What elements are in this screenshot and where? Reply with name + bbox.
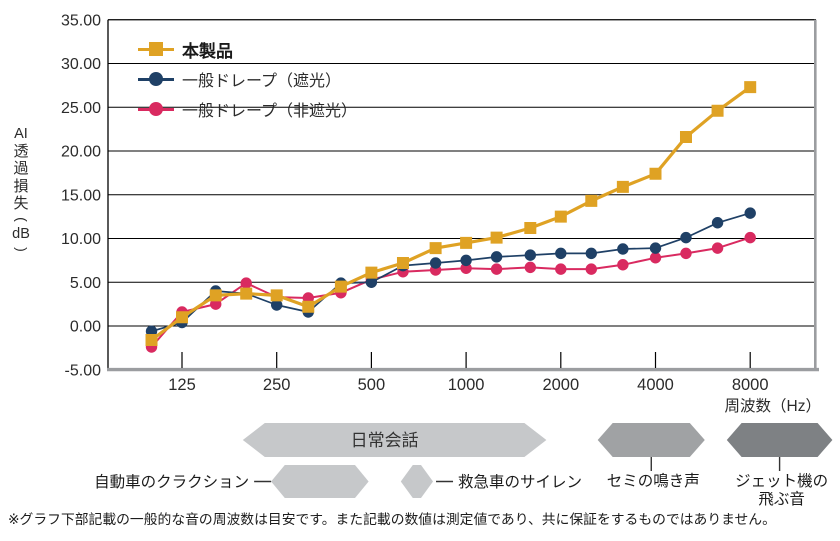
y-tick-label: 5.00	[70, 275, 101, 292]
series-line	[151, 212, 751, 333]
legend: 本製品 一般ドレープ（遮光） 一般ドレープ（非遮光）	[138, 34, 357, 124]
y-axis-label: AI 透過損失 ( dB)	[4, 126, 38, 257]
y-axis-unit-paren-close: )	[13, 247, 30, 252]
sound-band-label: 日常会話	[351, 431, 419, 450]
legend-label: 一般ドレープ（遮光）	[182, 73, 342, 90]
data-point-marker	[679, 131, 692, 143]
data-point-marker	[524, 249, 537, 261]
data-point-marker	[176, 311, 188, 324]
y-tick-label: 10.00	[61, 231, 101, 248]
disclaimer-footnote: ※グラフ下部記載の一般的な音の周波数は目安です。また記載の数値は測定値であり、共…	[8, 512, 776, 527]
data-point-marker	[744, 81, 757, 94]
sound-band-hexagon	[597, 423, 705, 457]
y-tick-label: -5.00	[65, 362, 102, 379]
y-tick-label: 35.00	[61, 12, 101, 29]
x-tick-label: 4000	[637, 376, 674, 394]
data-point-marker	[270, 289, 283, 302]
sound-band-hexagon	[271, 465, 369, 498]
y-axis-label-char: 透	[13, 142, 29, 160]
data-point-marker	[616, 180, 629, 193]
data-point-marker	[711, 104, 724, 117]
series-line	[150, 85, 752, 342]
data-point-marker	[617, 243, 629, 255]
y-tick-label: 30.00	[61, 56, 101, 73]
x-tick-label: 2000	[542, 376, 579, 394]
y-axis-unit: dB	[12, 226, 30, 243]
data-point-marker	[524, 261, 537, 274]
data-point-marker	[365, 266, 378, 279]
data-point-marker	[429, 242, 442, 255]
data-point-marker	[145, 334, 158, 346]
y-axis-label-char: 失	[13, 194, 29, 212]
data-point-marker	[555, 247, 567, 260]
x-tick-label: 8000	[732, 376, 769, 394]
legend-item-drape-nonblackout: 一般ドレープ（非遮光）	[138, 94, 357, 124]
data-point-marker	[396, 257, 409, 269]
data-point-marker	[554, 210, 567, 223]
x-tick-label: 125	[168, 376, 196, 394]
legend-marker-circle-icon	[138, 71, 174, 87]
legend-marker-square-icon	[138, 41, 174, 57]
x-tick-label: 250	[263, 376, 291, 394]
data-point-marker	[271, 299, 283, 311]
sound-band-label: ジェット機の	[735, 472, 828, 490]
data-point-marker	[490, 263, 503, 275]
sound-band-hexagon	[726, 423, 833, 457]
y-axis-label-char: 過	[13, 160, 29, 178]
y-axis-label-char: 損	[13, 177, 29, 195]
sound-band-label: 自動車のクラクション	[94, 473, 249, 491]
data-point-marker	[524, 222, 537, 234]
data-point-marker	[711, 242, 724, 254]
data-point-marker	[649, 252, 662, 264]
sound-band-hexagon	[400, 465, 433, 498]
data-point-marker	[490, 231, 503, 244]
data-point-marker	[585, 194, 598, 207]
data-point-marker	[744, 231, 756, 244]
data-point-marker	[460, 236, 473, 249]
data-point-marker	[617, 259, 629, 271]
data-point-marker	[240, 287, 253, 300]
data-point-marker	[555, 263, 567, 275]
data-point-marker	[744, 207, 756, 219]
x-tick-label: 500	[358, 376, 386, 394]
data-point-marker	[585, 247, 597, 260]
legend-label: 一般ドレープ（非遮光）	[182, 103, 358, 120]
data-point-marker	[585, 263, 597, 275]
sound-band-label: 飛ぶ音	[758, 490, 805, 508]
sound-band-label: 救急車のサイレン	[458, 473, 582, 491]
data-point-marker	[490, 251, 503, 263]
data-point-marker	[302, 300, 315, 313]
data-point-marker	[365, 276, 378, 288]
sound-band-label: セミの鳴き声	[607, 472, 700, 490]
y-tick-label: 20.00	[61, 144, 101, 161]
y-axis-label-latin: AI	[14, 126, 28, 142]
y-tick-label: 0.00	[70, 319, 101, 336]
data-point-marker	[334, 280, 347, 293]
y-tick-label: 25.00	[61, 100, 101, 117]
data-point-marker	[680, 231, 692, 244]
legend-item-drape-blackout: 一般ドレープ（遮光）	[138, 64, 357, 94]
data-point-marker	[711, 217, 724, 229]
data-point-marker	[649, 167, 662, 180]
data-point-marker	[209, 289, 222, 302]
y-axis-unit-paren-open: (	[13, 217, 30, 223]
legend-item-product: 本製品	[138, 34, 357, 64]
data-point-marker	[240, 277, 252, 289]
legend-marker-circle-icon	[138, 101, 174, 117]
data-point-marker	[429, 257, 442, 269]
data-point-marker	[649, 242, 662, 254]
x-tick-label: 1000	[448, 376, 485, 394]
sound-band-hexagon	[242, 423, 547, 457]
data-point-marker	[460, 262, 472, 274]
data-point-marker	[460, 254, 472, 267]
x-axis-unit-label: 周波数（Hz）	[725, 397, 821, 415]
data-point-marker	[680, 247, 692, 260]
legend-label: 本製品	[182, 41, 233, 61]
y-tick-label: 15.00	[61, 187, 101, 204]
